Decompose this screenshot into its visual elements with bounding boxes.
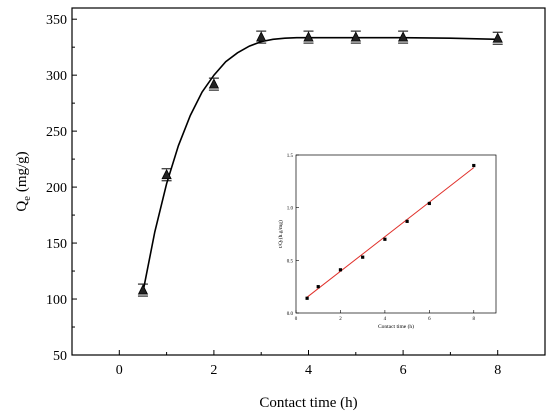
y-axis-label-subscript: e	[21, 196, 33, 201]
y-tick-label: 200	[46, 181, 67, 196]
x-tick-label: 6	[400, 363, 407, 378]
inset-data-point	[338, 268, 343, 272]
inset-data-point	[361, 255, 365, 259]
x-tick-label: 2	[210, 363, 217, 378]
x-tick-label: 0	[116, 363, 123, 378]
data-point-triangle	[350, 31, 361, 42]
y-tick-label: 100	[46, 293, 67, 308]
inset-y-tick-label: 0.0	[287, 312, 294, 317]
x-tick-label: 4	[305, 363, 312, 378]
inset-x-tick-label: 4	[384, 317, 387, 322]
data-point-triangle	[161, 168, 172, 180]
inset-x-tick-label: 8	[473, 317, 476, 322]
inset-x-tick-label: 2	[339, 317, 342, 322]
inset-data-point	[405, 219, 409, 223]
plot-frame	[71, 7, 546, 356]
y-tick-label: 50	[53, 349, 67, 364]
inset-y-tick-label: 1.0	[287, 207, 294, 212]
x-tick-label: 8	[494, 363, 501, 378]
y-tick-label: 300	[46, 69, 67, 84]
inset-x-tick-label: 0	[295, 317, 298, 322]
y-axis-label: Qe (mg/g)	[14, 151, 33, 211]
y-tick-label: 350	[46, 13, 67, 28]
inset-chart: 0 2 4 6 8 0.0 0.5 1.0 1.5 Contact time (h) t/Qₜ(h.…	[277, 154, 497, 330]
data-point-triangle	[208, 78, 220, 89]
inset-data-point	[472, 163, 476, 168]
inset-data-point	[305, 296, 309, 300]
inset-y-tick-label: 0.5	[287, 259, 294, 264]
data-point-triangle	[256, 31, 267, 42]
x-axis-label: Contact time (h)	[259, 395, 357, 411]
y-tick-label: 250	[46, 125, 67, 140]
y-axis-label-unit: (mg/g)	[14, 151, 30, 196]
y-tick-label: 150	[46, 237, 67, 252]
inset-y-tick-label: 1.5	[287, 154, 294, 159]
inset-frame	[295, 154, 497, 314]
y-axis-label-main: Q	[14, 201, 30, 212]
inset-data-point	[427, 201, 431, 206]
data-point-triangle	[397, 31, 409, 42]
inset-x-axis-label: Contact time (h)	[378, 323, 414, 330]
inset-y-axis-label: t/Qₜ(h.g/mg)	[277, 220, 284, 248]
data-point-triangle	[303, 31, 314, 42]
inset-fit-line	[306, 167, 475, 298]
inset-x-tick-label: 6	[428, 317, 431, 322]
data-point-triangle	[137, 284, 149, 295]
main-chart: 0 2 4 6 8 50 100 150 200 250 300 350 Contact time (h…	[14, 7, 546, 411]
inset-data-point	[383, 237, 387, 241]
data-point-triangle	[492, 32, 503, 43]
inset-data-point	[316, 285, 320, 289]
fit-curve	[142, 36, 498, 293]
